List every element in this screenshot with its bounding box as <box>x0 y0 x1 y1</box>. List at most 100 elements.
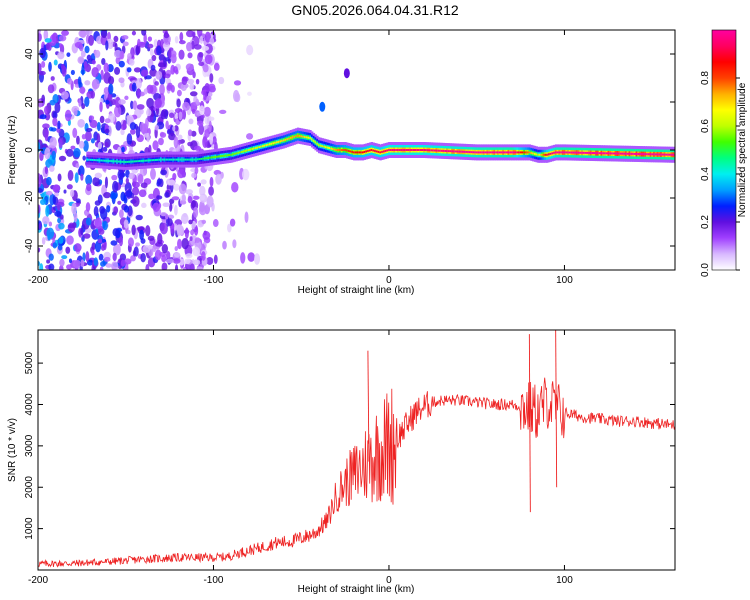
ridge-core <box>496 151 500 154</box>
noise-cell <box>98 253 104 261</box>
noise-cell <box>187 129 193 137</box>
noise-cell <box>188 219 193 225</box>
ridge-core <box>595 152 598 155</box>
ridge-core <box>453 150 456 153</box>
ridge-core <box>179 158 182 161</box>
noise-cell <box>80 50 86 58</box>
ridge-core <box>442 149 445 152</box>
noise-cell <box>181 194 186 202</box>
ridge-core <box>437 149 440 152</box>
ridge-core <box>570 151 574 154</box>
ridge-core <box>130 160 133 163</box>
noise-cell <box>167 179 176 186</box>
noise-cell <box>222 240 227 250</box>
noise-cell <box>209 37 215 45</box>
noise-cell <box>208 83 216 90</box>
noise-cell <box>38 32 42 42</box>
ridge-core <box>523 151 526 154</box>
noise-cell <box>96 121 101 132</box>
noise-cell <box>219 109 227 114</box>
noise-cell <box>45 159 53 168</box>
ridge-core <box>402 149 405 151</box>
noise-cell <box>74 41 83 49</box>
noise-cell <box>171 196 180 201</box>
noise-cell <box>198 123 204 135</box>
ridge-core <box>582 151 586 154</box>
spectrogram-x-tick-label: -100 <box>203 275 223 286</box>
noise-cell <box>109 192 118 200</box>
ridge-core <box>616 152 619 155</box>
noise-cell <box>181 76 188 85</box>
noise-cell <box>172 66 178 73</box>
noise-cell <box>59 258 65 267</box>
ridge-core <box>100 159 103 162</box>
noise-cell <box>234 92 241 103</box>
noise-cell <box>120 259 126 267</box>
noise-cell <box>136 88 141 99</box>
noise-cell <box>125 190 133 198</box>
noise-cell <box>79 86 86 94</box>
noise-cell <box>100 260 106 267</box>
ridge-core <box>546 153 549 156</box>
ridge-core <box>354 151 358 154</box>
noise-cell <box>45 190 53 196</box>
ridge-core <box>474 151 477 154</box>
ridge-core <box>200 157 203 160</box>
ridge-core <box>203 157 207 160</box>
noise-cell <box>195 78 200 85</box>
ridge-core <box>637 153 640 155</box>
ridge-core <box>532 152 535 155</box>
noise-cell <box>126 133 133 145</box>
noise-cell <box>128 58 135 66</box>
ridge-core <box>591 152 595 155</box>
ridge-core <box>323 145 326 148</box>
noise-cell <box>46 259 51 264</box>
ridge-core <box>217 155 221 158</box>
ridge-core <box>498 151 502 154</box>
noise-cell <box>85 202 91 212</box>
ridge-core <box>417 149 421 151</box>
ridge-core <box>167 158 170 161</box>
noise-cell <box>52 93 59 104</box>
ridge-core <box>235 152 238 155</box>
ridge-core <box>512 151 516 154</box>
noise-cell <box>200 114 205 119</box>
noise-cell <box>61 255 68 260</box>
noise-cell <box>73 243 82 252</box>
noise-cell <box>204 83 210 91</box>
noise-cell <box>187 195 193 204</box>
snr-y-tick-label: 2000 <box>24 476 35 499</box>
noise-cell <box>247 252 255 262</box>
ridge-core <box>660 153 663 156</box>
ridge-core <box>346 149 349 152</box>
noise-cell <box>127 237 134 248</box>
ridge-core <box>196 158 200 161</box>
noise-cell <box>103 256 111 262</box>
ridge-core <box>579 151 582 154</box>
noise-cell <box>145 225 151 237</box>
noise-cell <box>204 31 211 43</box>
ridge-core <box>356 151 359 154</box>
ridge-core <box>239 151 242 154</box>
noise-cell <box>167 218 173 227</box>
snr-x-tick-label: 100 <box>556 575 573 586</box>
ridge-core <box>367 149 370 152</box>
ridge-core <box>426 149 430 152</box>
noise-cell <box>38 99 43 108</box>
noise-cell <box>129 122 137 130</box>
ridge-core <box>124 161 128 163</box>
noise-cell <box>156 45 162 56</box>
noise-cell <box>110 240 118 246</box>
noise-cell <box>121 35 129 40</box>
ridge-core <box>310 138 314 141</box>
ridge-core <box>365 150 368 153</box>
noise-cell <box>195 98 200 105</box>
ridge-core <box>439 149 442 152</box>
noise-cell <box>120 123 127 131</box>
noise-cell <box>159 132 167 138</box>
noise-cell <box>58 222 65 230</box>
ridge-core <box>479 151 482 154</box>
noise-cell <box>169 198 175 204</box>
spectrogram-x-tick-label: 100 <box>556 275 573 286</box>
ridge-core <box>181 158 184 161</box>
